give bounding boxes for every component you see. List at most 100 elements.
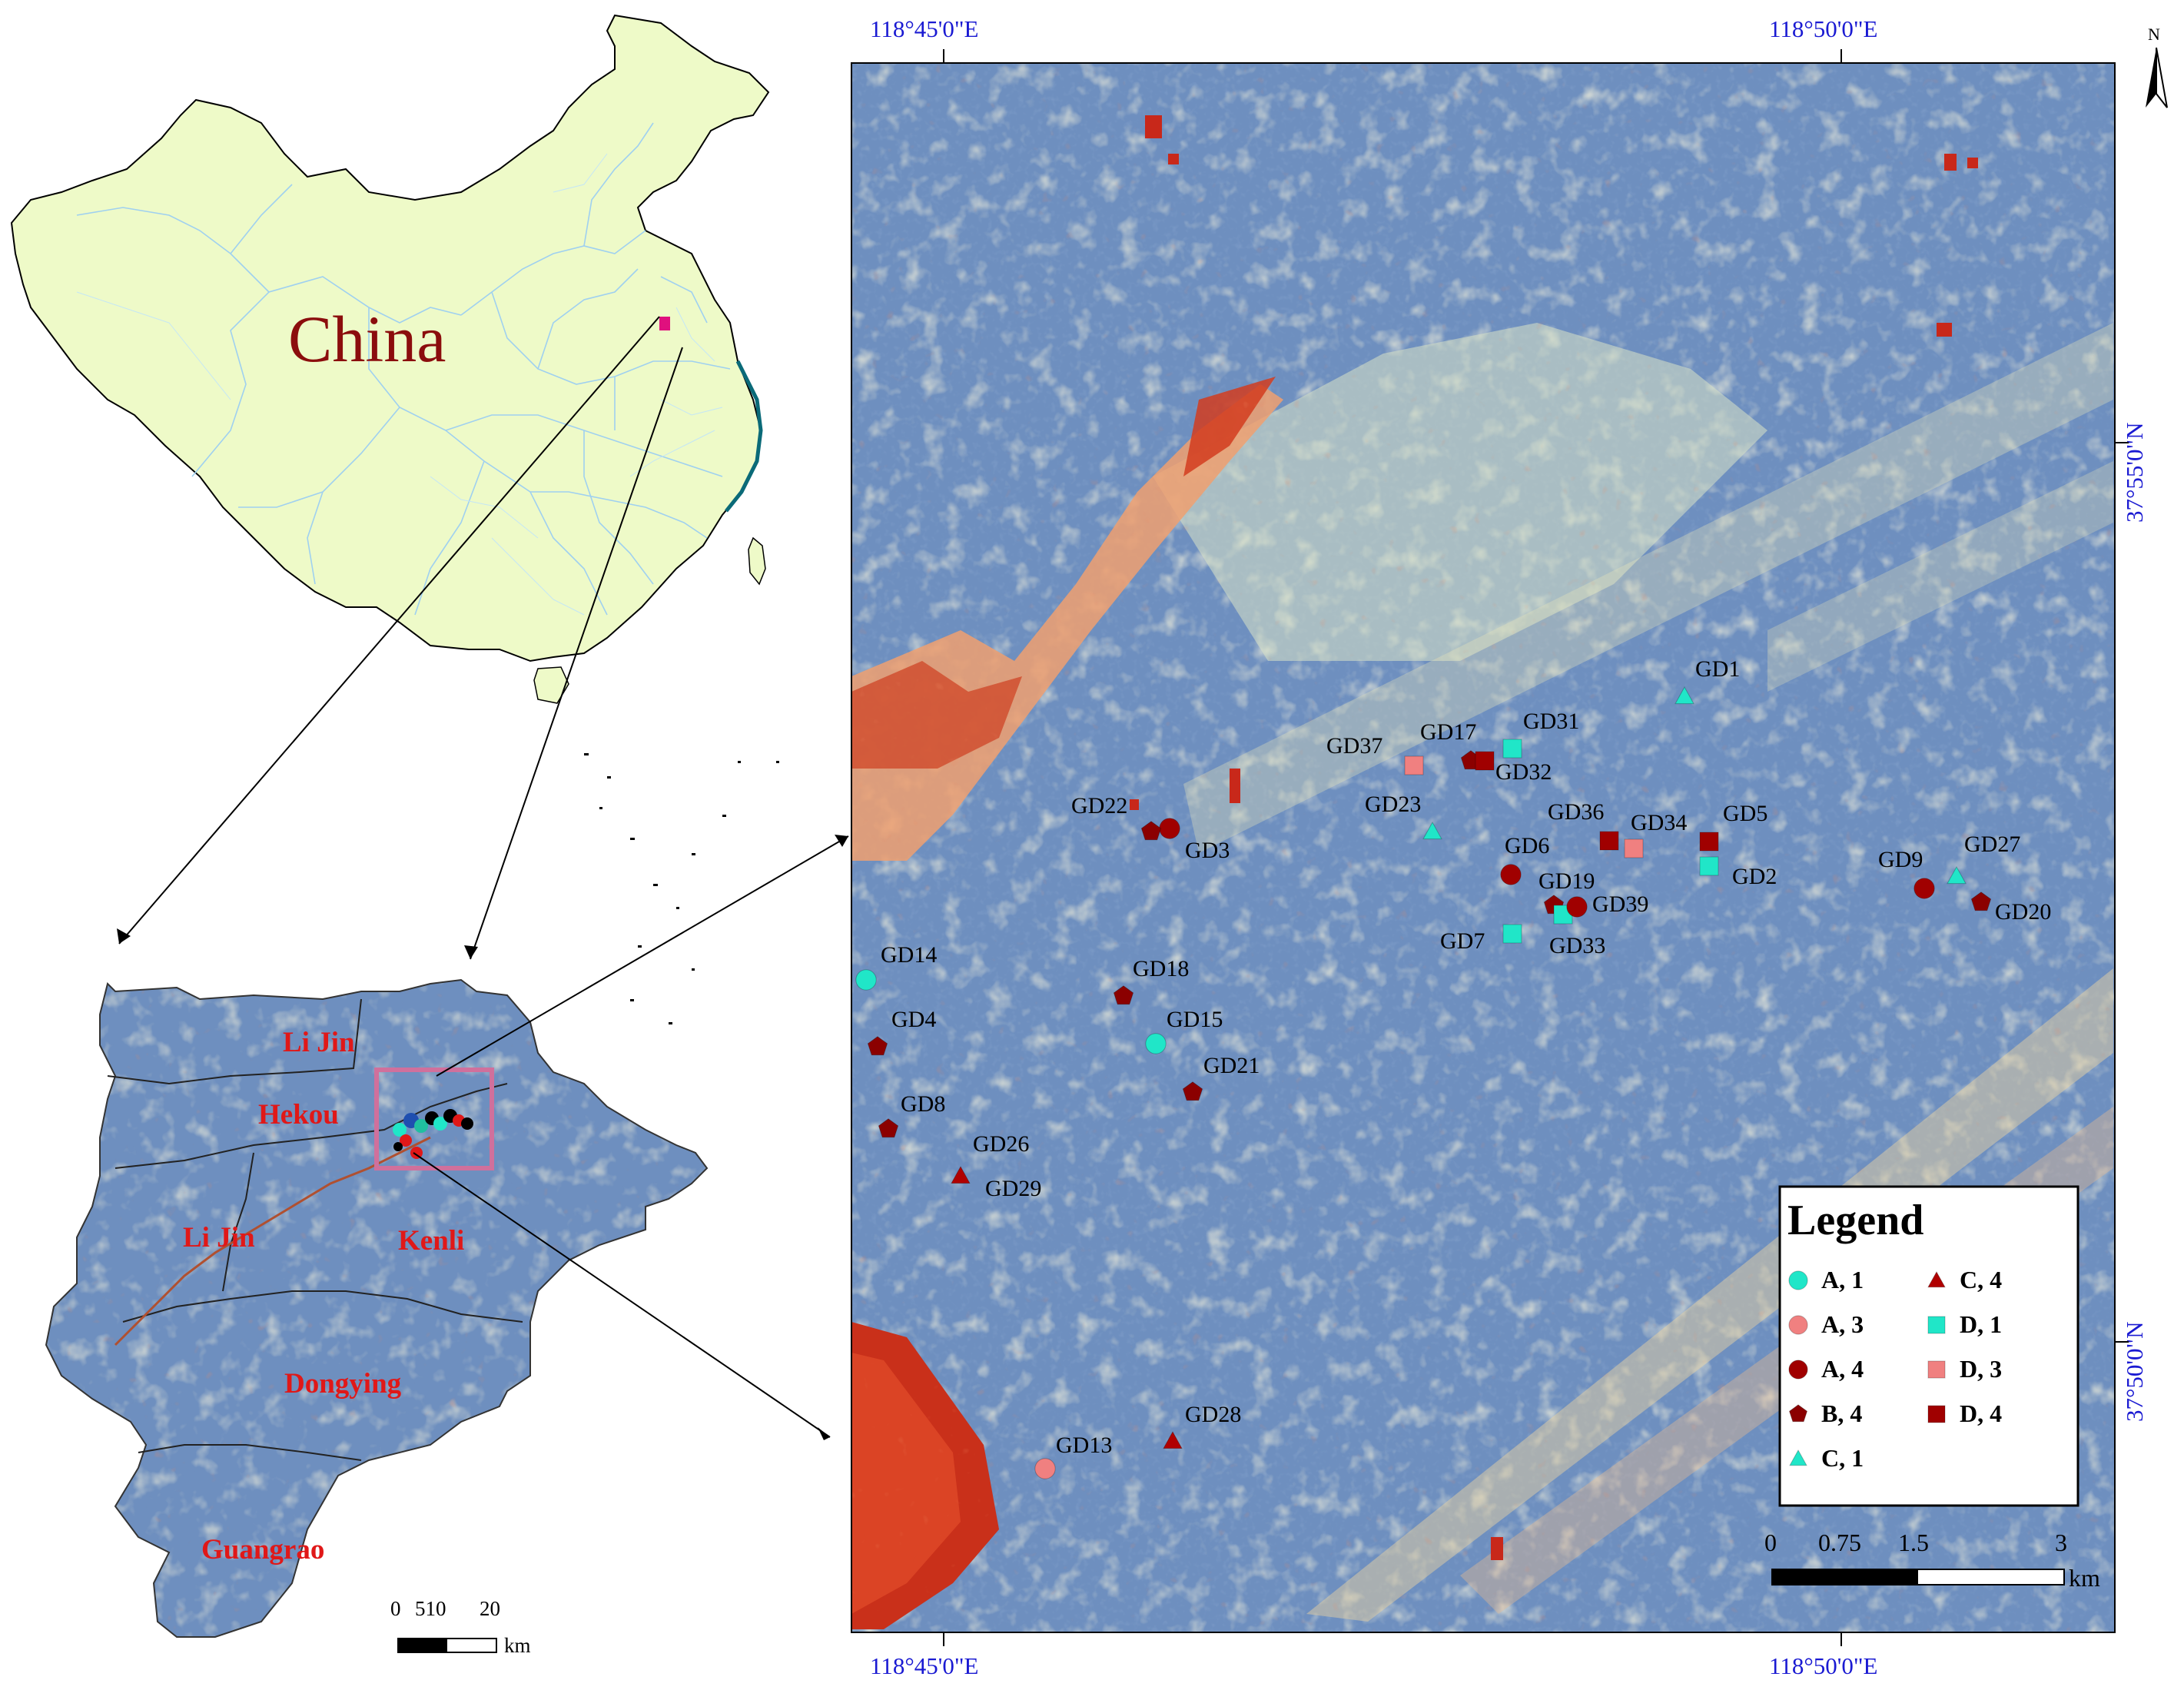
site-label: GD20	[1995, 899, 2051, 925]
site-label: GD1	[1695, 656, 1740, 682]
map-legend: Legend A, 1 A, 3 A, 4 B, 4 C, 1 C, 4 D, 1 D, 3 D…	[1778, 1185, 2079, 1507]
legend-symbol	[1789, 1449, 1807, 1466]
site-marker	[1034, 1458, 1056, 1479]
site-marker	[1970, 892, 1992, 911]
site-gd22: GD22	[1071, 793, 1162, 841]
site-label: GD28	[1185, 1402, 1241, 1427]
county-outline	[45, 978, 709, 1638]
site-marker	[1566, 896, 1588, 918]
site-label: GD33	[1549, 933, 1605, 958]
region-label: Li Jin	[183, 1222, 255, 1253]
taiwan-island	[748, 536, 766, 586]
region-label: Hekou	[258, 1099, 339, 1131]
site-label: GD36	[1548, 799, 1604, 825]
site-marker	[1182, 1081, 1203, 1101]
legend-label: A, 1	[1821, 1266, 1864, 1293]
county-internal-boundaries	[107, 998, 523, 1461]
site-label: GD18	[1133, 956, 1189, 981]
site-gd26: GD26	[973, 1131, 1029, 1157]
legend-symbol	[1927, 1270, 1946, 1288]
site-marker	[1947, 865, 1967, 885]
site-marker	[1699, 832, 1719, 852]
top-coord-label: 118°45'0"E	[870, 15, 978, 42]
main-map-frame	[851, 62, 2116, 1633]
site-gd37: GD37	[1326, 733, 1424, 775]
china-overview-map: China	[10, 14, 779, 1024]
site-label: GD9	[1878, 847, 1923, 872]
study-area-box	[374, 1067, 494, 1170]
site-label: GD8	[901, 1091, 945, 1117]
site-label: GD37	[1326, 733, 1382, 759]
legend-items: A, 1 A, 3 A, 4 B, 4 C, 1 C, 4 D, 1 D, 3 D, 4	[1788, 1266, 2002, 1472]
site-label: GD13	[1056, 1433, 1112, 1458]
top-coord-label: 118°50'0"E	[1769, 15, 1877, 42]
site-gd15: GD15	[1145, 1007, 1223, 1054]
connector-arrows	[118, 316, 849, 1438]
bottom-coord-label: 118°50'0"E	[1769, 1652, 1877, 1679]
yellow-river	[114, 1136, 431, 1346]
coordinate-labels: 118°45'0"E 118°50'0"E 118°45'0"E 118°50'…	[870, 15, 2148, 1679]
legend-item: A, 1	[1788, 1266, 1864, 1293]
study-area-marker	[659, 317, 670, 330]
legend-label: B, 4	[1821, 1400, 1862, 1427]
site-label: GD27	[1964, 832, 2020, 857]
site-gd20: GD20	[1970, 892, 2051, 925]
site-gd9: GD9	[1878, 847, 1935, 899]
site-label: GD31	[1523, 709, 1579, 734]
legend-label: D, 3	[1960, 1355, 2002, 1383]
hainan-island	[533, 666, 569, 704]
legend-box	[1778, 1185, 2079, 1507]
main-raster-map	[851, 62, 2116, 1633]
right-coord-label: 37°50'0"N	[2121, 1321, 2148, 1422]
site-marker	[1404, 755, 1424, 775]
site-label: GD4	[891, 1007, 936, 1032]
legend-title: Legend	[1787, 1197, 1923, 1244]
region-label: Dongying	[284, 1368, 402, 1400]
site-marker	[855, 969, 877, 991]
site-marker	[951, 1165, 971, 1184]
legend-symbol	[1788, 1270, 1808, 1290]
site-gd1: GD1	[1675, 656, 1740, 705]
north-arrow: N	[2146, 25, 2168, 108]
site-label: GD2	[1732, 864, 1777, 889]
scalebar-tick: 1.5	[1898, 1529, 1929, 1556]
site-gd3: GD3	[1159, 818, 1230, 863]
north-label: N	[2148, 25, 2160, 44]
site-label: GD19	[1538, 868, 1595, 894]
site-gd13: GD13	[1034, 1433, 1112, 1479]
site-marker	[1599, 831, 1619, 851]
site-label: GD22	[1071, 793, 1127, 818]
site-label: GD17	[1420, 719, 1476, 745]
site-gd34: GD34	[1624, 810, 1687, 858]
scalebar-tick: 20	[480, 1597, 500, 1620]
site-gd21: GD21	[1182, 1053, 1260, 1101]
legend-label: C, 4	[1960, 1266, 2002, 1293]
site-label: GD26	[973, 1131, 1029, 1157]
site-gd5: GD5	[1699, 801, 1767, 852]
site-marker	[1675, 686, 1694, 705]
legend-symbol	[1927, 1405, 1946, 1423]
site-marker	[1145, 1033, 1167, 1054]
site-gd8: GD8	[878, 1091, 945, 1138]
site-marker	[1500, 864, 1522, 885]
legend-label: A, 3	[1821, 1310, 1864, 1338]
legend-label: C, 1	[1821, 1444, 1864, 1472]
region-label: Li Jin	[283, 1027, 355, 1058]
legend-item: D, 3	[1927, 1355, 2002, 1383]
legend-symbol	[1788, 1360, 1808, 1380]
site-marker	[1699, 856, 1719, 876]
legend-label: D, 4	[1960, 1400, 2002, 1427]
site-label: GD5	[1723, 801, 1767, 826]
site-label: GD3	[1185, 838, 1230, 863]
right-coord-label: 37°55'0"N	[2121, 422, 2148, 523]
arrow-heads	[117, 835, 848, 1440]
county-site-dots	[393, 1109, 473, 1159]
legend-symbol	[1927, 1316, 1946, 1334]
coordinate-ticks	[943, 49, 2129, 1646]
legend-item: C, 1	[1789, 1444, 1864, 1472]
county-map: Li Jin Hekou Li Jin Kenli Dongying Guang…	[45, 978, 709, 1657]
site-marker	[1140, 821, 1162, 841]
site-label: GD14	[881, 942, 937, 968]
china-landmass	[10, 14, 770, 662]
